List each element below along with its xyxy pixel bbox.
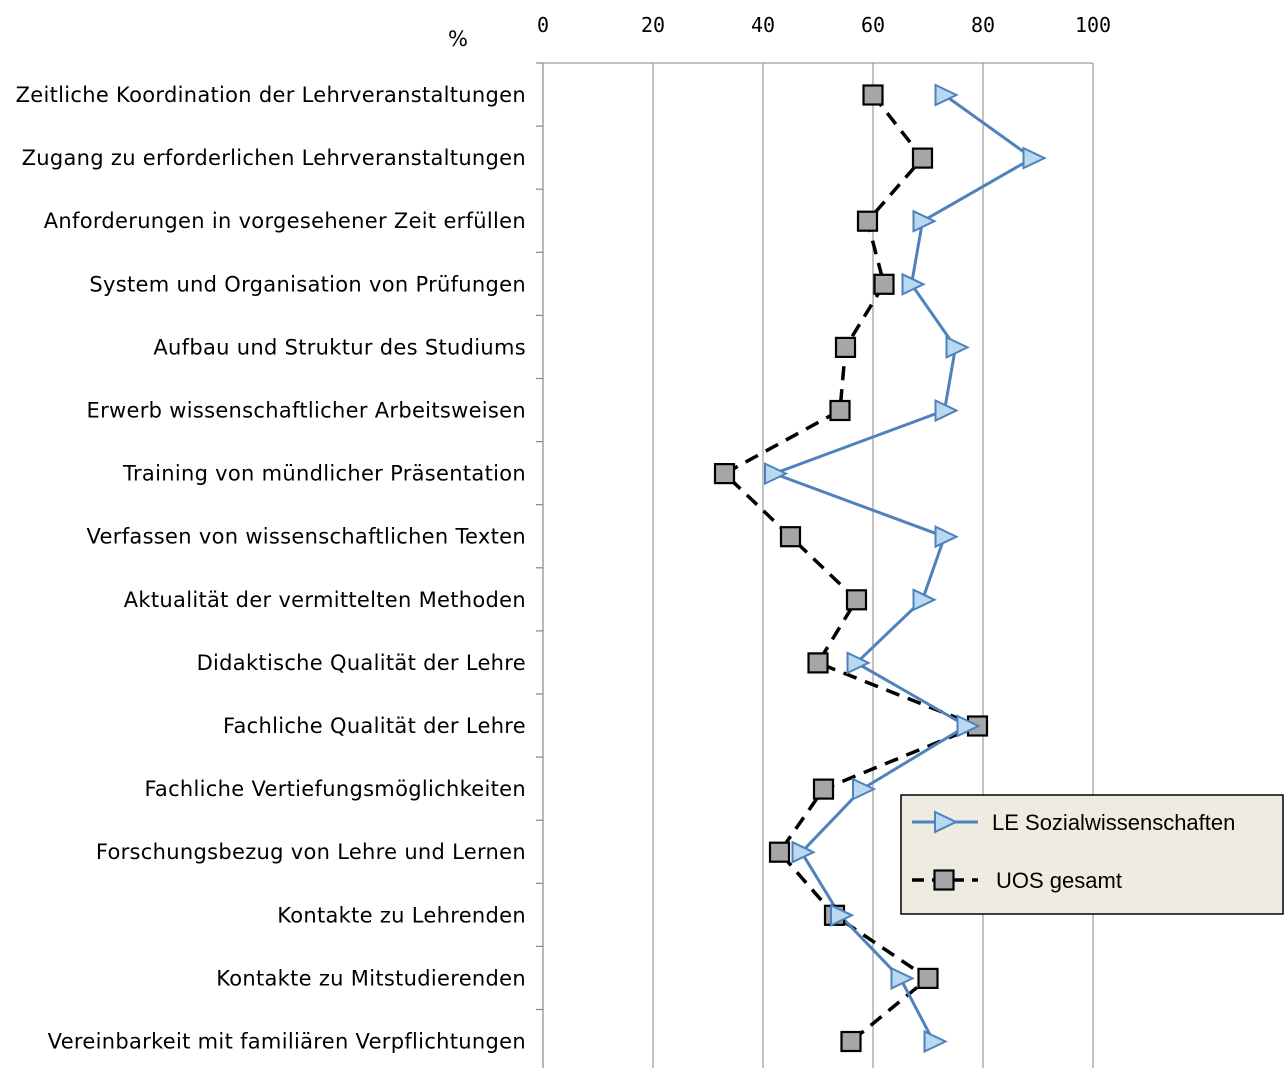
data-point <box>840 1030 862 1053</box>
data-point <box>923 1029 948 1054</box>
category-label: Fachliche Vertiefungsmöglichkeiten <box>144 777 526 801</box>
x-tick-label: 0 <box>537 13 549 37</box>
data-point <box>812 778 835 800</box>
x-tick-label: 100 <box>1075 13 1111 37</box>
data-point <box>845 589 868 611</box>
category-label: Aufbau und Struktur des Studiums <box>153 335 526 359</box>
data-point <box>917 967 939 990</box>
category-label: Zugang zu erforderlichen Lehrveranstaltu… <box>22 146 526 170</box>
category-labels: Zeitliche Koordination der Lehrveranstal… <box>16 83 526 1054</box>
data-point <box>764 462 789 486</box>
category-label: Verfassen von wissenschaftlichen Texten <box>87 525 526 549</box>
category-label: Vereinbarkeit mit familiären Verpflichtu… <box>48 1030 526 1054</box>
data-point <box>901 272 926 296</box>
legend-box <box>900 794 1284 915</box>
series-line <box>772 93 1034 1043</box>
category-label: Kontakte zu Mitstudierenden <box>216 966 526 990</box>
data-point <box>956 714 981 738</box>
series-layer <box>713 83 1047 1054</box>
category-label: Kontakte zu Lehrenden <box>277 903 526 927</box>
category-label: Aktualität der vermittelten Methoden <box>124 588 526 612</box>
data-point <box>933 869 955 891</box>
x-tick-label: 80 <box>971 13 995 37</box>
data-point <box>934 398 959 423</box>
data-point <box>779 526 802 548</box>
x-tick-label: 40 <box>751 13 775 37</box>
legend-label: LE Sozialwissenschaften <box>992 810 1235 835</box>
data-point <box>830 903 855 927</box>
legend: LE Sozialwissenschaften UOS gesamt <box>900 794 1284 915</box>
y-axis <box>536 62 544 1068</box>
data-point <box>807 652 829 674</box>
data-point <box>856 210 879 232</box>
category-label: System und Organisation von Prüfungen <box>89 272 526 296</box>
x-tick-label: 20 <box>641 13 665 37</box>
data-point <box>934 525 959 549</box>
data-point <box>1022 146 1047 170</box>
unit-label: % <box>448 27 468 51</box>
category-label: Training von mündlicher Präsentation <box>122 462 526 486</box>
category-label: Erwerb wissenschaftlicher Arbeitsweisen <box>87 399 527 423</box>
legend-label: UOS gesamt <box>996 868 1122 893</box>
data-point <box>912 588 937 612</box>
data-point <box>934 810 959 834</box>
series-line <box>722 93 980 1043</box>
category-label: Didaktische Qualität der Lehre <box>197 651 526 675</box>
x-tick-label: 60 <box>861 13 885 37</box>
data-point <box>911 147 934 169</box>
category-label: Fachliche Qualität der Lehre <box>223 714 526 738</box>
category-label: Forschungsbezug von Lehre und Lernen <box>96 840 526 864</box>
data-point <box>945 335 970 359</box>
data-point <box>890 966 915 990</box>
data-point <box>934 83 959 107</box>
data-point <box>768 841 791 863</box>
data-point <box>713 463 736 485</box>
data-point <box>862 84 884 106</box>
data-point <box>846 651 871 675</box>
category-label: Anforderungen in vorgesehener Zeit erfül… <box>44 209 526 233</box>
data-point <box>791 840 816 864</box>
data-point <box>829 399 851 422</box>
data-point <box>834 336 857 358</box>
category-label: Zeitliche Koordination der Lehrveranstal… <box>16 83 526 107</box>
x-tick-labels: 0 20 40 60 80 100 <box>537 13 1111 37</box>
data-point <box>852 777 877 801</box>
data-point <box>912 209 937 233</box>
grid-lines <box>543 62 1094 1068</box>
data-point <box>873 273 895 295</box>
